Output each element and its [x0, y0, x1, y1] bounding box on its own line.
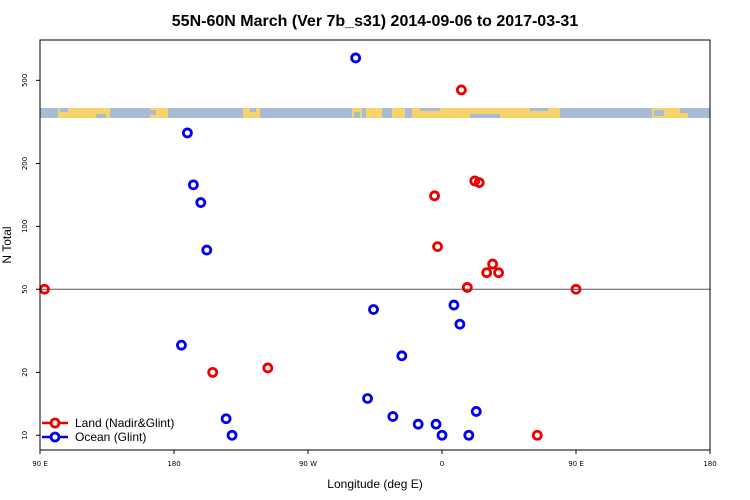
ocean-point: [436, 429, 448, 441]
y-tick-label: 200: [21, 157, 29, 170]
ocean-point: [350, 52, 362, 64]
map-strip-ocean-segment: [96, 114, 106, 118]
ocean-point: [176, 339, 187, 351]
land-point: [481, 267, 493, 279]
map-strip-ocean-segment: [260, 108, 352, 118]
chart-title: 55N-60N March (Ver 7b_s31) 2014-09-06 to…: [172, 13, 579, 30]
x-tick-label: 90 E: [32, 460, 48, 468]
x-tick-label: 90 E: [568, 460, 584, 468]
ocean-point: [396, 350, 408, 362]
map-strip-background: [40, 108, 710, 118]
map-strip-ocean-segment: [60, 108, 68, 112]
x-tick-label: 180: [167, 460, 180, 468]
map-strip-ocean-segment: [150, 110, 156, 115]
map-strip-ocean-segment: [654, 110, 664, 116]
land-point: [432, 241, 443, 253]
ocean-point: [201, 244, 213, 256]
plot-frame: [39, 39, 711, 451]
ocean-point: [187, 179, 199, 191]
land-point: [531, 429, 543, 441]
land-point: [473, 177, 485, 188]
land-point: [570, 283, 582, 295]
legend-label: Land (Nadir&Glint): [75, 416, 174, 430]
land-point: [262, 362, 274, 374]
map-strip-ocean-segment: [110, 108, 150, 118]
x-axis-label: Longitude (deg E): [327, 477, 422, 491]
legend: Land (Nadir&Glint)Ocean (Glint): [42, 416, 174, 444]
y-tick-label: 20: [21, 368, 29, 377]
map-strip-ocean-segment: [40, 108, 58, 118]
x-tick-label: 180: [703, 460, 716, 468]
ocean-point: [181, 127, 193, 139]
map-strip-ocean-segment: [382, 108, 392, 118]
ocean-point: [463, 429, 475, 441]
data-points: [39, 52, 582, 441]
land-point: [487, 258, 499, 270]
ocean-point: [220, 413, 232, 425]
ocean-point: [226, 429, 238, 441]
x-tick-label: 0: [440, 460, 444, 468]
y-tick-label: 500: [21, 74, 29, 87]
land-point: [429, 190, 440, 202]
map-strip-ocean-segment: [530, 108, 548, 111]
y-tick-label: 50: [21, 285, 29, 294]
land-point: [455, 84, 467, 96]
world-map-strip: [40, 108, 710, 118]
map-strip-ocean-segment: [250, 108, 256, 112]
map-strip-ocean-segment: [168, 108, 243, 118]
map-strip-ocean-segment: [470, 114, 500, 118]
ocean-point: [470, 406, 482, 417]
ocean-point: [368, 304, 379, 315]
map-strip-ocean-segment: [354, 112, 360, 118]
y-axis-ticks: 10 20 50 100 200 500: [21, 74, 40, 440]
ocean-point: [448, 299, 460, 311]
y-axis-label: N Total: [0, 226, 14, 263]
map-strip-ocean-segment: [362, 108, 366, 118]
y-tick-label: 100: [21, 220, 29, 233]
y-tick-label: 10: [21, 431, 29, 440]
ocean-point: [454, 318, 466, 330]
legend-marker: [49, 431, 61, 443]
map-strip-ocean-segment: [688, 108, 710, 118]
land-point: [207, 366, 219, 378]
x-axis-ticks: 90 E 180 90 W 0 90 E 180: [32, 450, 717, 468]
map-strip-ocean-segment: [420, 108, 440, 111]
legend-label: Ocean (Glint): [75, 430, 146, 444]
map-strip-ocean-segment: [405, 108, 412, 118]
ocean-point: [387, 411, 399, 422]
legend-marker: [49, 417, 61, 429]
map-strip-ocean-segment: [560, 108, 652, 118]
land-point: [461, 282, 473, 293]
ocean-point: [430, 418, 442, 430]
ocean-point: [195, 197, 207, 208]
x-tick-label: 90 W: [299, 460, 317, 468]
ocean-point: [362, 393, 373, 404]
ocean-point: [412, 418, 424, 430]
land-point: [493, 267, 504, 279]
map-strip-ocean-segment: [680, 108, 688, 113]
